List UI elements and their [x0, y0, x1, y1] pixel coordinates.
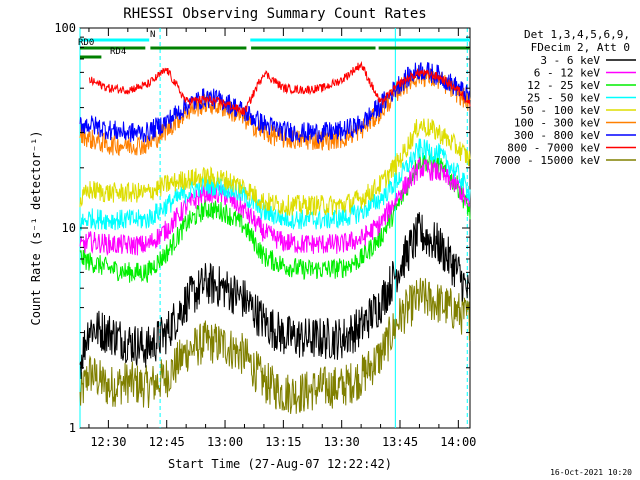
legend-entry-label-8: 7000 - 15000 keV: [494, 154, 600, 167]
series-7000-15000keV-line: [79, 277, 471, 414]
x-tick-label-6: 14:00: [440, 435, 476, 449]
legend-entry-label-2: 12 - 25 keV: [527, 79, 600, 92]
legend-entry-label-4: 50 - 100 keV: [521, 104, 601, 117]
x-tick-label-1: 12:45: [149, 435, 185, 449]
x-tick-label-3: 13:15: [265, 435, 301, 449]
y-tick-label-1: 10: [62, 221, 76, 235]
series-layer: [79, 60, 471, 414]
series-3-6keV-line: [79, 212, 471, 380]
date-stamp: 16-Oct-2021 10:20: [550, 468, 632, 477]
x-axis-label: Start Time (27-Aug-07 12:22:42): [168, 457, 392, 471]
flag-rd4-label: RD4: [110, 47, 126, 57]
legend-entry-label-3: 25 - 50 keV: [527, 92, 600, 105]
x-tick-label-5: 13:45: [382, 435, 418, 449]
legend-entry-label-5: 100 - 300 keV: [514, 117, 600, 130]
legend-entry-label-1: 6 - 12 keV: [534, 67, 601, 80]
legend-header-line-1: Det 1,3,4,5,6,9,: [524, 28, 630, 41]
series-50-100keV-line: [79, 118, 471, 216]
y-axis-label: Count Rate (s⁻¹ detector⁻¹): [29, 130, 43, 325]
legend-entry-label-0: 3 - 6 keV: [540, 54, 600, 67]
chart-title: RHESSI Observing Summary Count Rates: [123, 6, 426, 22]
legend: Det 1,3,4,5,6,9, FDecim 2, Att 0 3 - 6 k…: [494, 28, 636, 167]
series-800-7000keV-line: [89, 60, 471, 116]
x-tick-label-4: 13:30: [324, 435, 360, 449]
legend-header-line-2: FDecim 2, Att 0: [531, 41, 630, 54]
ticks-layer: 12:30 12:45 13:00 13:15 13:30 13:45 14:00 1 10 10…: [54, 21, 476, 449]
legend-entry-label-6: 300 - 800 keV: [514, 129, 600, 142]
flag-n-label: N: [150, 30, 155, 40]
y-tick-label-0: 1: [69, 421, 76, 435]
flag-rd0-label: RD0: [78, 38, 94, 48]
series-25-50keV-line: [79, 138, 471, 231]
flags-layer: N RD0 RD4: [78, 30, 470, 59]
x-tick-label-0: 12:30: [90, 435, 126, 449]
y-tick-label-2: 100: [54, 21, 76, 35]
x-tick-label-2: 13:00: [207, 435, 243, 449]
series-6-12keV-line: [79, 156, 471, 257]
legend-entry-label-7: 800 - 7000 keV: [507, 142, 600, 155]
